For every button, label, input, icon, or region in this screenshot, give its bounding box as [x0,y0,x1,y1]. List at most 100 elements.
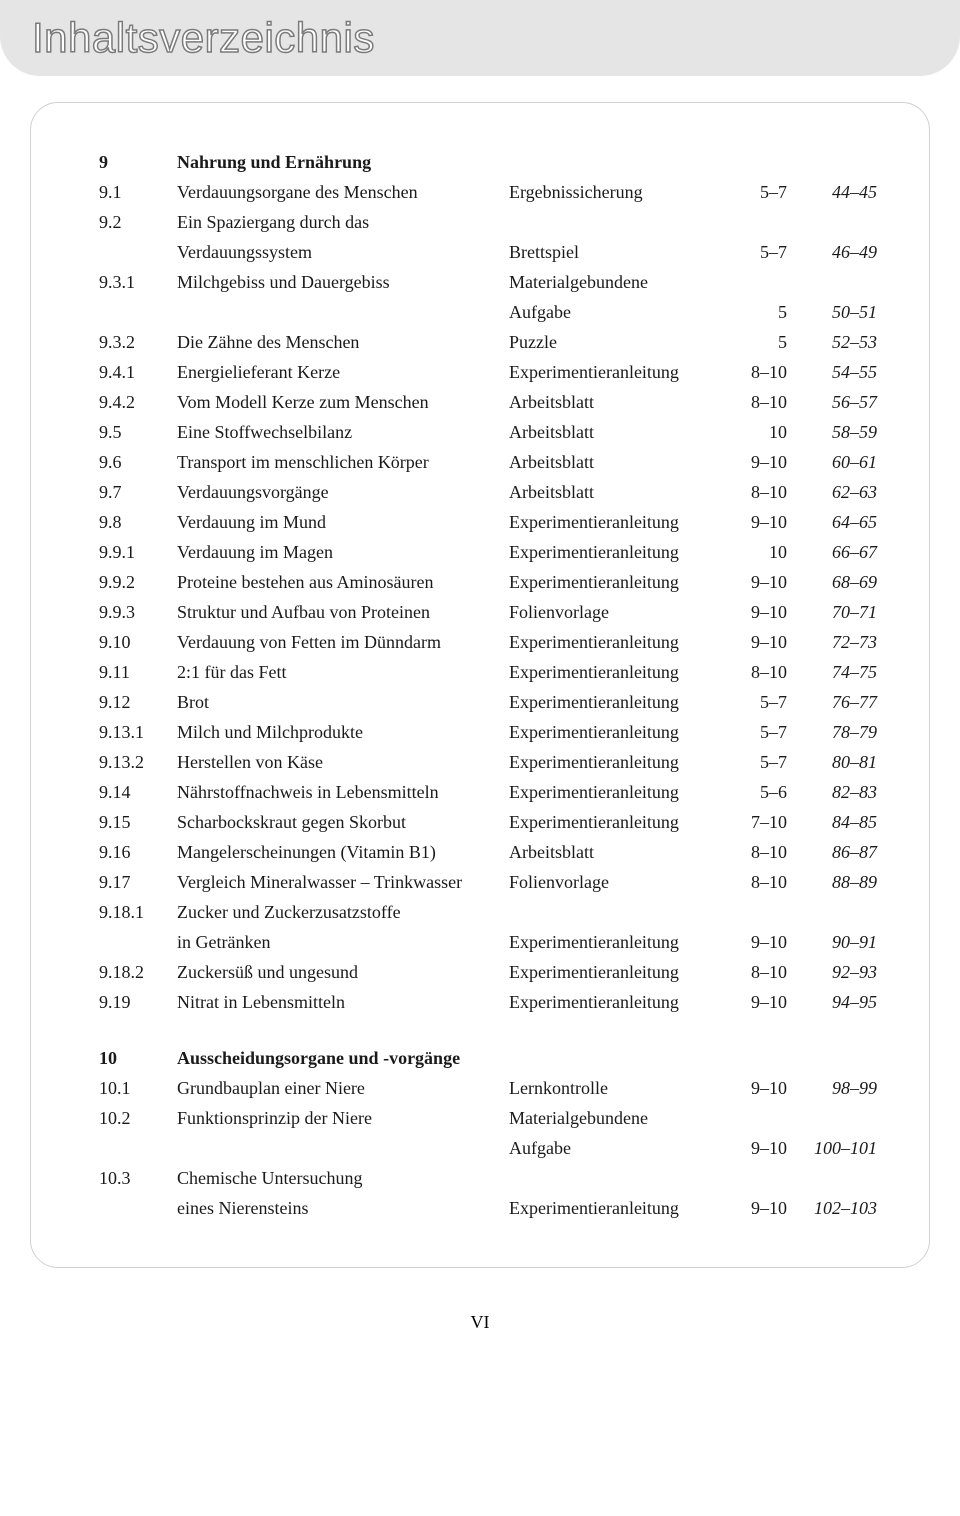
entry-pages: 86–87 [787,843,877,861]
entry-title: Vergleich Mineralwasser – Trinkwasser [177,873,509,891]
entry-type: Experimentieranleitung [509,633,727,651]
entry-type: Materialgebundene [509,273,727,291]
toc-entry: Aufgabe550–51 [99,297,877,327]
entry-title: Verdauungsvorgänge [177,483,509,501]
entry-title: Die Zähne des Menschen [177,333,509,351]
toc-entry: 9.12BrotExperimentieranleitung5–776–77 [99,687,877,717]
entry-grade: 5–7 [727,693,787,711]
entry-pages: 64–65 [787,513,877,531]
entry-title: Funktionsprinzip der Niere [177,1109,509,1127]
toc-entry: 9.6Transport im menschlichen KörperArbei… [99,447,877,477]
entry-title: Zuckersüß und ungesund [177,963,509,981]
entry-title: Verdauung im Magen [177,543,509,561]
entry-grade: 10 [727,423,787,441]
entry-number: 10.3 [99,1169,177,1187]
entry-number: 9 [99,153,177,171]
entry-title: Herstellen von Käse [177,753,509,771]
entry-number: 9.9.2 [99,573,177,591]
entry-number: 9.1 [99,183,177,201]
toc-entry: 9.17Vergleich Mineralwasser – Trinkwasse… [99,867,877,897]
entry-pages: 54–55 [787,363,877,381]
entry-pages: 62–63 [787,483,877,501]
toc-entry: 9.3.2Die Zähne des MenschenPuzzle552–53 [99,327,877,357]
entry-grade: 9–10 [727,1199,787,1217]
entry-type: Experimentieranleitung [509,513,727,531]
entry-grade: 9–10 [727,993,787,1011]
entry-type: Experimentieranleitung [509,963,727,981]
entry-number: 9.18.2 [99,963,177,981]
toc-entry: 9.112:1 für das FettExperimentieranleitu… [99,657,877,687]
entry-number: 9.2 [99,213,177,231]
toc-entry: Aufgabe9–10100–101 [99,1133,877,1163]
entry-title: Verdauung von Fetten im Dünndarm [177,633,509,651]
toc-entry: 9.3.1Milchgebiss und DauergebissMaterial… [99,267,877,297]
header-title: Inhaltsverzeichnis [32,14,960,62]
entry-pages: 70–71 [787,603,877,621]
entry-pages: 80–81 [787,753,877,771]
entry-type: Ergebnissicherung [509,183,727,201]
entry-type: Folienvorlage [509,603,727,621]
entry-grade: 5–7 [727,723,787,741]
entry-number: 10.1 [99,1079,177,1097]
toc-entry: 9.13.2Herstellen von KäseExperimentieran… [99,747,877,777]
entry-type: Materialgebundene [509,1109,727,1127]
header-bar: Inhaltsverzeichnis [0,0,960,76]
toc-entry: 9.15Scharbockskraut gegen SkorbutExperim… [99,807,877,837]
toc-entry: 9.2Ein Spaziergang durch das [99,207,877,237]
entry-grade: 5–7 [727,753,787,771]
entry-type: Arbeitsblatt [509,843,727,861]
entry-pages: 46–49 [787,243,877,261]
entry-number: 9.4.2 [99,393,177,411]
entry-pages: 78–79 [787,723,877,741]
toc-entry: 10.1Grundbauplan einer NiereLernkontroll… [99,1073,877,1103]
entry-grade: 9–10 [727,1139,787,1157]
entry-type: Arbeitsblatt [509,423,727,441]
entry-type: Experimentieranleitung [509,933,727,951]
entry-grade: 9–10 [727,453,787,471]
entry-number: 9.15 [99,813,177,831]
entry-pages: 102–103 [787,1199,877,1217]
entry-number: 9.17 [99,873,177,891]
entry-type: Brettspiel [509,243,727,261]
entry-grade: 9–10 [727,933,787,951]
entry-grade: 8–10 [727,963,787,981]
entry-title: 2:1 für das Fett [177,663,509,681]
toc-entry: 9.9.3Struktur und Aufbau von ProteinenFo… [99,597,877,627]
toc-entry: 9.10Verdauung von Fetten im DünndarmExpe… [99,627,877,657]
entry-type: Folienvorlage [509,873,727,891]
entry-number: 9.8 [99,513,177,531]
entry-grade: 8–10 [727,483,787,501]
entry-type: Experimentieranleitung [509,753,727,771]
entry-type: Arbeitsblatt [509,393,727,411]
entry-title: Nährstoffnachweis in Lebensmitteln [177,783,509,801]
entry-type: Experimentieranleitung [509,783,727,801]
entry-grade: 9–10 [727,603,787,621]
entry-number: 9.18.1 [99,903,177,921]
page-number: VI [471,1312,490,1332]
entry-grade: 5–7 [727,243,787,261]
entry-number: 9.12 [99,693,177,711]
entry-number: 9.9.3 [99,603,177,621]
toc-section-heading: 9Nahrung und Ernährung [99,147,877,177]
entry-pages: 100–101 [787,1139,877,1157]
entry-title: Verdauungsorgane des Menschen [177,183,509,201]
entry-type: Experimentieranleitung [509,543,727,561]
toc-entry: 9.13.1Milch und MilchprodukteExperimenti… [99,717,877,747]
entry-type: Experimentieranleitung [509,723,727,741]
entry-type: Arbeitsblatt [509,483,727,501]
entry-type: Experimentieranleitung [509,573,727,591]
entry-grade: 8–10 [727,873,787,891]
toc-entry: 9.8Verdauung im MundExperimentieranleitu… [99,507,877,537]
entry-title: Mangelerscheinungen (Vitamin B1) [177,843,509,861]
entry-title: Energielieferant Kerze [177,363,509,381]
entry-title: Milchgebiss und Dauergebiss [177,273,509,291]
page-footer: VI [0,1268,960,1351]
entry-title: Struktur und Aufbau von Proteinen [177,603,509,621]
page: Inhaltsverzeichnis 9Nahrung und Ernährun… [0,0,960,1351]
entry-title: Vom Modell Kerze zum Menschen [177,393,509,411]
entry-type: Experimentieranleitung [509,993,727,1011]
toc-entry: 9.19Nitrat in LebensmittelnExperimentier… [99,987,877,1017]
entry-title: Proteine bestehen aus Aminosäuren [177,573,509,591]
entry-grade: 5–6 [727,783,787,801]
toc-section-heading: 10Ausscheidungsorgane und -vorgänge [99,1043,877,1073]
